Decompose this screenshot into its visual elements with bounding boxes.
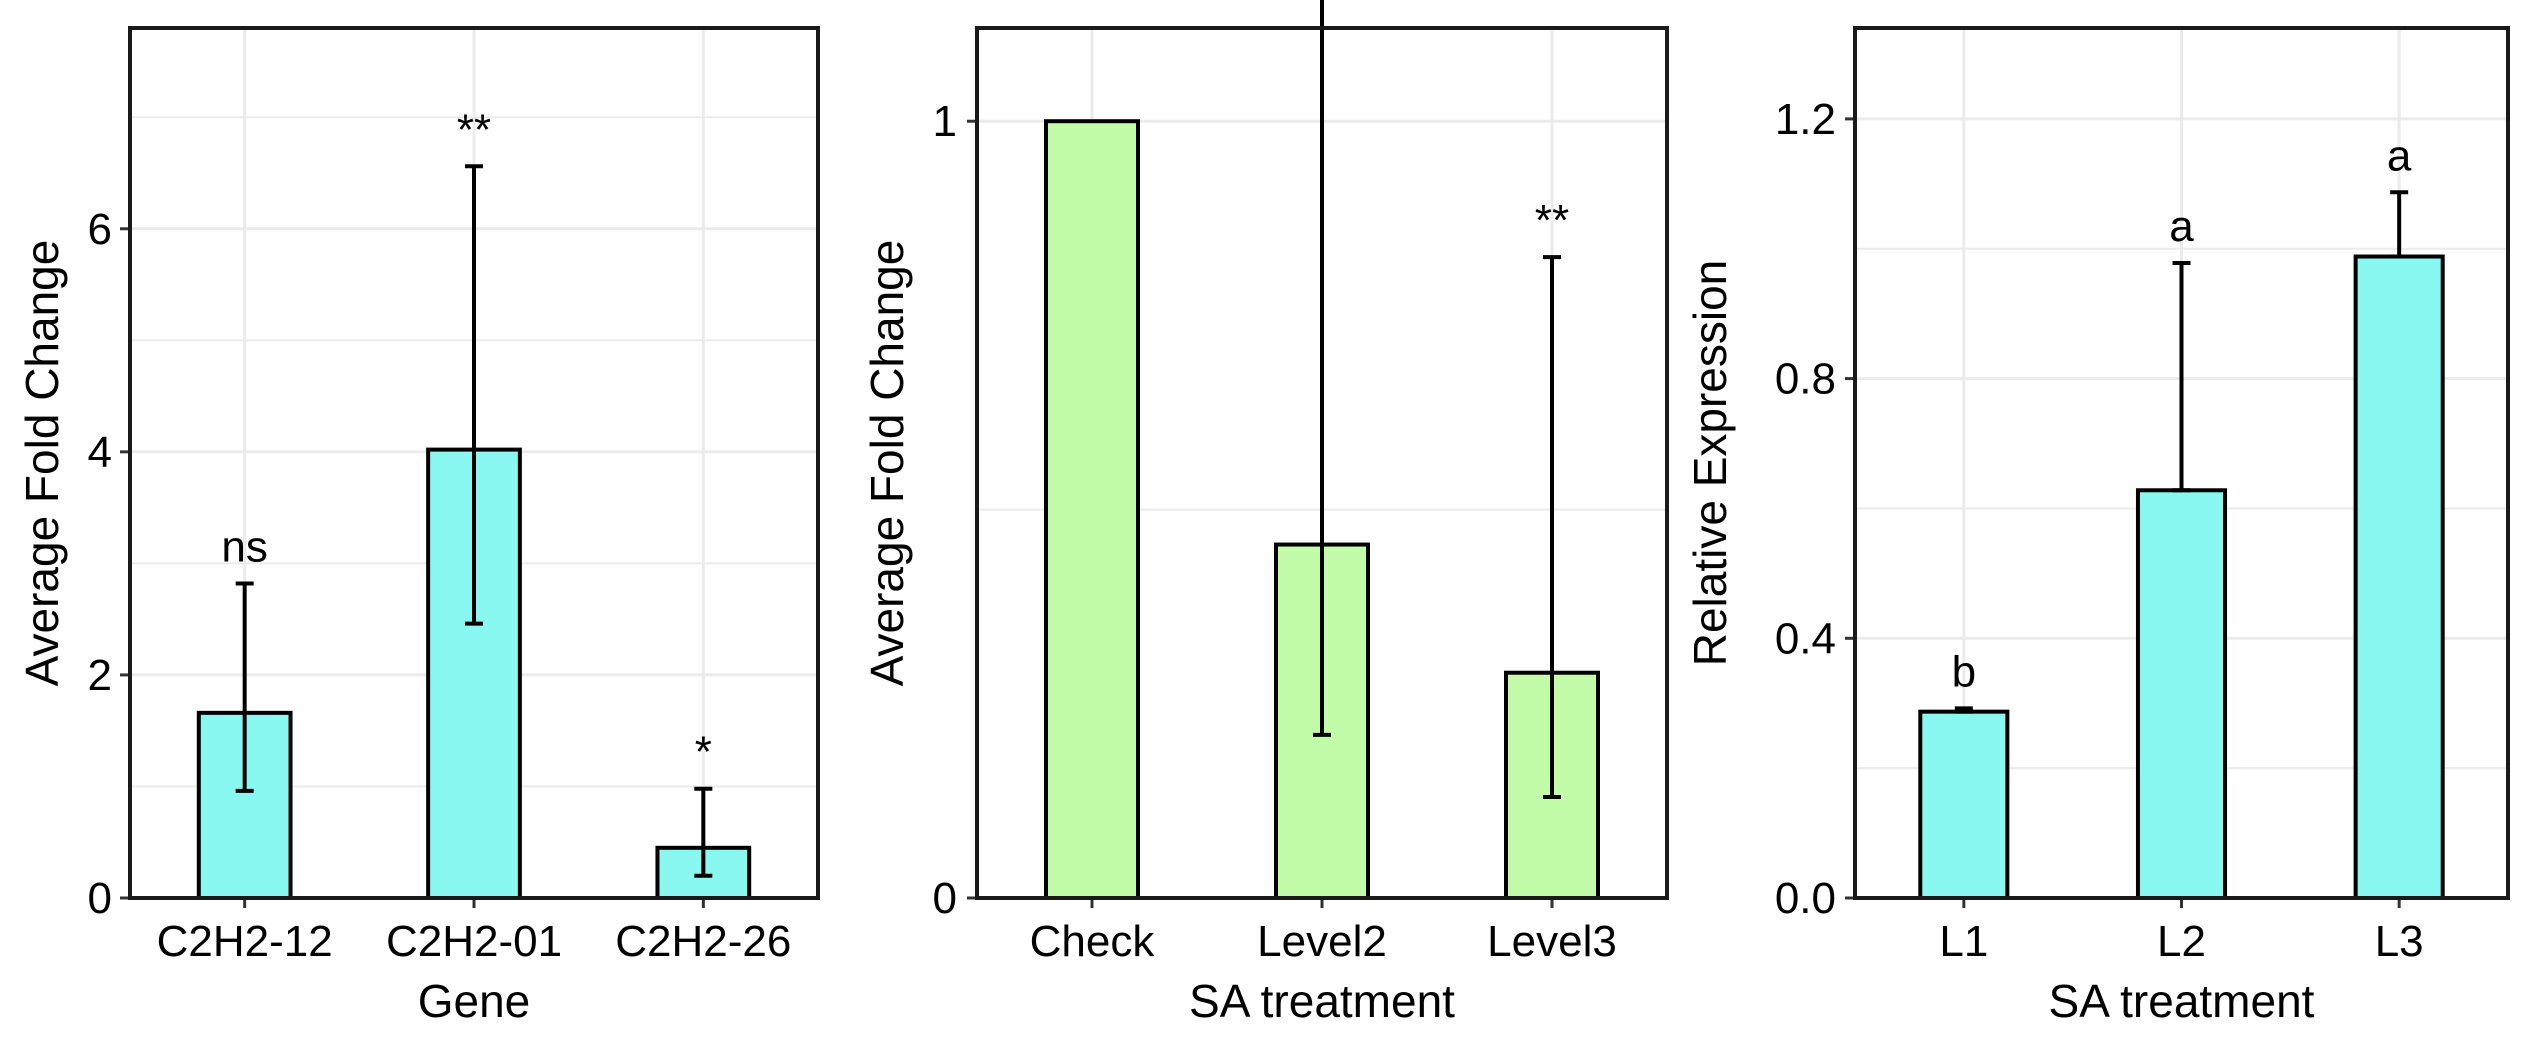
plot-frame [128, 26, 820, 900]
y-tick-label: 0 [933, 874, 957, 923]
x-tick-label: C2H2-01 [386, 917, 562, 966]
significance-label: ** [1535, 196, 1569, 245]
significance-label: * [695, 728, 712, 777]
y-axis-title: Relative Expression [1684, 260, 1736, 667]
significance-label: ns [221, 522, 267, 571]
x-tick-label: C2H2-26 [615, 917, 791, 966]
x-tick-label: Level3 [1487, 917, 1617, 966]
y-tick-label: 0 [88, 874, 112, 923]
y-tick-label: 1 [933, 97, 957, 146]
x-tick-label: L3 [2375, 917, 2424, 966]
plot-frame [975, 26, 1669, 900]
bar-L2 [2135, 488, 2228, 900]
y-axis-title: Average Fold Change [861, 240, 913, 687]
bar-L3 [2353, 254, 2445, 901]
y-tick-label: 0.8 [1775, 355, 1836, 404]
panel-1: ns C2H2-12 ** C2H2-01 * C2H2-26 0 2 4 6 Gene Averag… [16, 26, 820, 1027]
y-tick-label: 0.0 [1775, 874, 1836, 923]
significance-label: a [2169, 202, 2194, 251]
y-tick-label: 6 [88, 205, 112, 254]
y-tick-label: 4 [88, 428, 112, 477]
x-tick-label: C2H2-12 [157, 917, 333, 966]
y-tick-label: 2 [88, 651, 112, 700]
plot-frame [1853, 26, 2510, 900]
x-axis-title: Gene [418, 975, 531, 1027]
panel-3: b L1 a L2 a L3 0.0 0.4 0.8 1.2 SA treatment Relativ… [1684, 26, 2510, 1027]
x-tick-label: L1 [1939, 917, 1988, 966]
x-axis-title: SA treatment [2049, 975, 2315, 1027]
bar-L1 [1918, 709, 2010, 900]
x-axis-title: SA treatment [1189, 975, 1455, 1027]
bar-Check [1044, 119, 1140, 900]
y-tick-label: 1.2 [1775, 95, 1836, 144]
x-tick-label: Check [1030, 917, 1156, 966]
significance-label: b [1952, 647, 1976, 696]
y-tick-label: 0.4 [1775, 614, 1836, 663]
significance-label: a [2387, 131, 2412, 180]
significance-label: ** [457, 105, 491, 154]
y-axis-title: Average Fold Change [16, 240, 68, 687]
x-tick-label: L2 [2157, 917, 2206, 966]
x-tick-label: Level2 [1257, 917, 1387, 966]
